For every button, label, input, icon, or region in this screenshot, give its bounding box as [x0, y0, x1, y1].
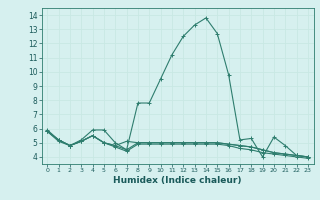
X-axis label: Humidex (Indice chaleur): Humidex (Indice chaleur): [113, 176, 242, 185]
